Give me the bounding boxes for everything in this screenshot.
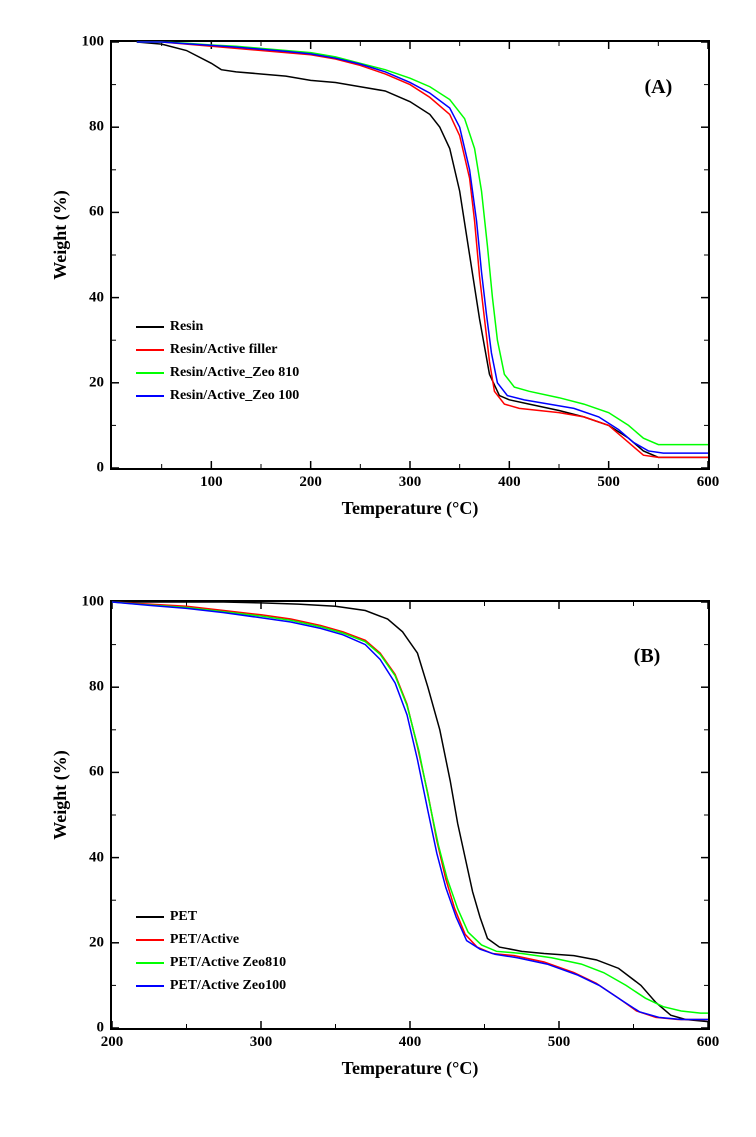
legend-label: PET/Active Zeo100 [170,975,286,996]
ytick-label: 100 [82,34,105,51]
xtick-label: 500 [597,474,620,491]
xtick-label: 300 [399,474,422,491]
legend-row: Resin/Active_Zeo 100 [136,385,299,406]
xtick-label: 100 [200,474,223,491]
ytick-label: 40 [89,849,104,866]
xtick-label: 400 [399,1034,422,1051]
ytick-label: 80 [89,119,104,136]
xtick-label: 200 [299,474,322,491]
ytick-label: 0 [97,1020,105,1037]
ytick-label: 60 [89,204,104,221]
ylabel-a: Weight (%) [50,110,71,360]
legend-line-icon [136,349,164,351]
xtick-label: 600 [697,474,720,491]
legend-line-icon [136,962,164,964]
legend-label: PET/Active Zeo810 [170,952,286,973]
legend-line-icon [136,985,164,987]
plot-area-b: (B) PETPET/ActivePET/Active Zeo810PET/Ac… [110,600,710,1030]
xtick-label: 200 [101,1034,124,1051]
xtick-label: 300 [250,1034,273,1051]
legend-row: Resin/Active filler [136,339,299,360]
legend-line-icon [136,395,164,397]
ytick-label: 20 [89,934,104,951]
legend-label: Resin/Active_Zeo 810 [170,362,299,383]
ytick-label: 100 [82,594,105,611]
legend-a: ResinResin/Active fillerResin/Active_Zeo… [136,316,299,408]
legend-b: PETPET/ActivePET/Active Zeo810PET/Active… [136,906,286,998]
xlabel-b: Temperature (°C) [110,1058,710,1079]
ytick-label: 20 [89,374,104,391]
legend-row: Resin/Active_Zeo 810 [136,362,299,383]
xlabel-a: Temperature (°C) [110,498,710,519]
ytick-label: 0 [97,460,105,477]
panel-a: (A) ResinResin/Active fillerResin/Active… [20,20,736,560]
legend-row: PET/Active Zeo100 [136,975,286,996]
panel-b: (B) PETPET/ActivePET/Active Zeo810PET/Ac… [20,580,736,1120]
xtick-label: 400 [498,474,521,491]
legend-label: PET/Active [170,929,239,950]
legend-line-icon [136,939,164,941]
panel-letter-b: (B) [634,645,661,668]
legend-label: Resin [170,316,203,337]
legend-line-icon [136,916,164,918]
legend-line-icon [136,326,164,328]
legend-label: Resin/Active filler [170,339,278,360]
legend-line-icon [136,372,164,374]
legend-row: PET/Active Zeo810 [136,952,286,973]
legend-label: PET [170,906,197,927]
ytick-label: 40 [89,289,104,306]
xtick-label: 500 [548,1034,571,1051]
panel-letter-a: (A) [644,76,672,99]
xtick-label: 600 [697,1034,720,1051]
figure-page: (A) ResinResin/Active fillerResin/Active… [0,0,756,1137]
legend-row: Resin [136,316,299,337]
legend-row: PET [136,906,286,927]
legend-label: Resin/Active_Zeo 100 [170,385,299,406]
ylabel-b: Weight (%) [50,670,71,920]
plot-area-a: (A) ResinResin/Active fillerResin/Active… [110,40,710,470]
ytick-label: 80 [89,679,104,696]
ytick-label: 60 [89,764,104,781]
legend-row: PET/Active [136,929,286,950]
